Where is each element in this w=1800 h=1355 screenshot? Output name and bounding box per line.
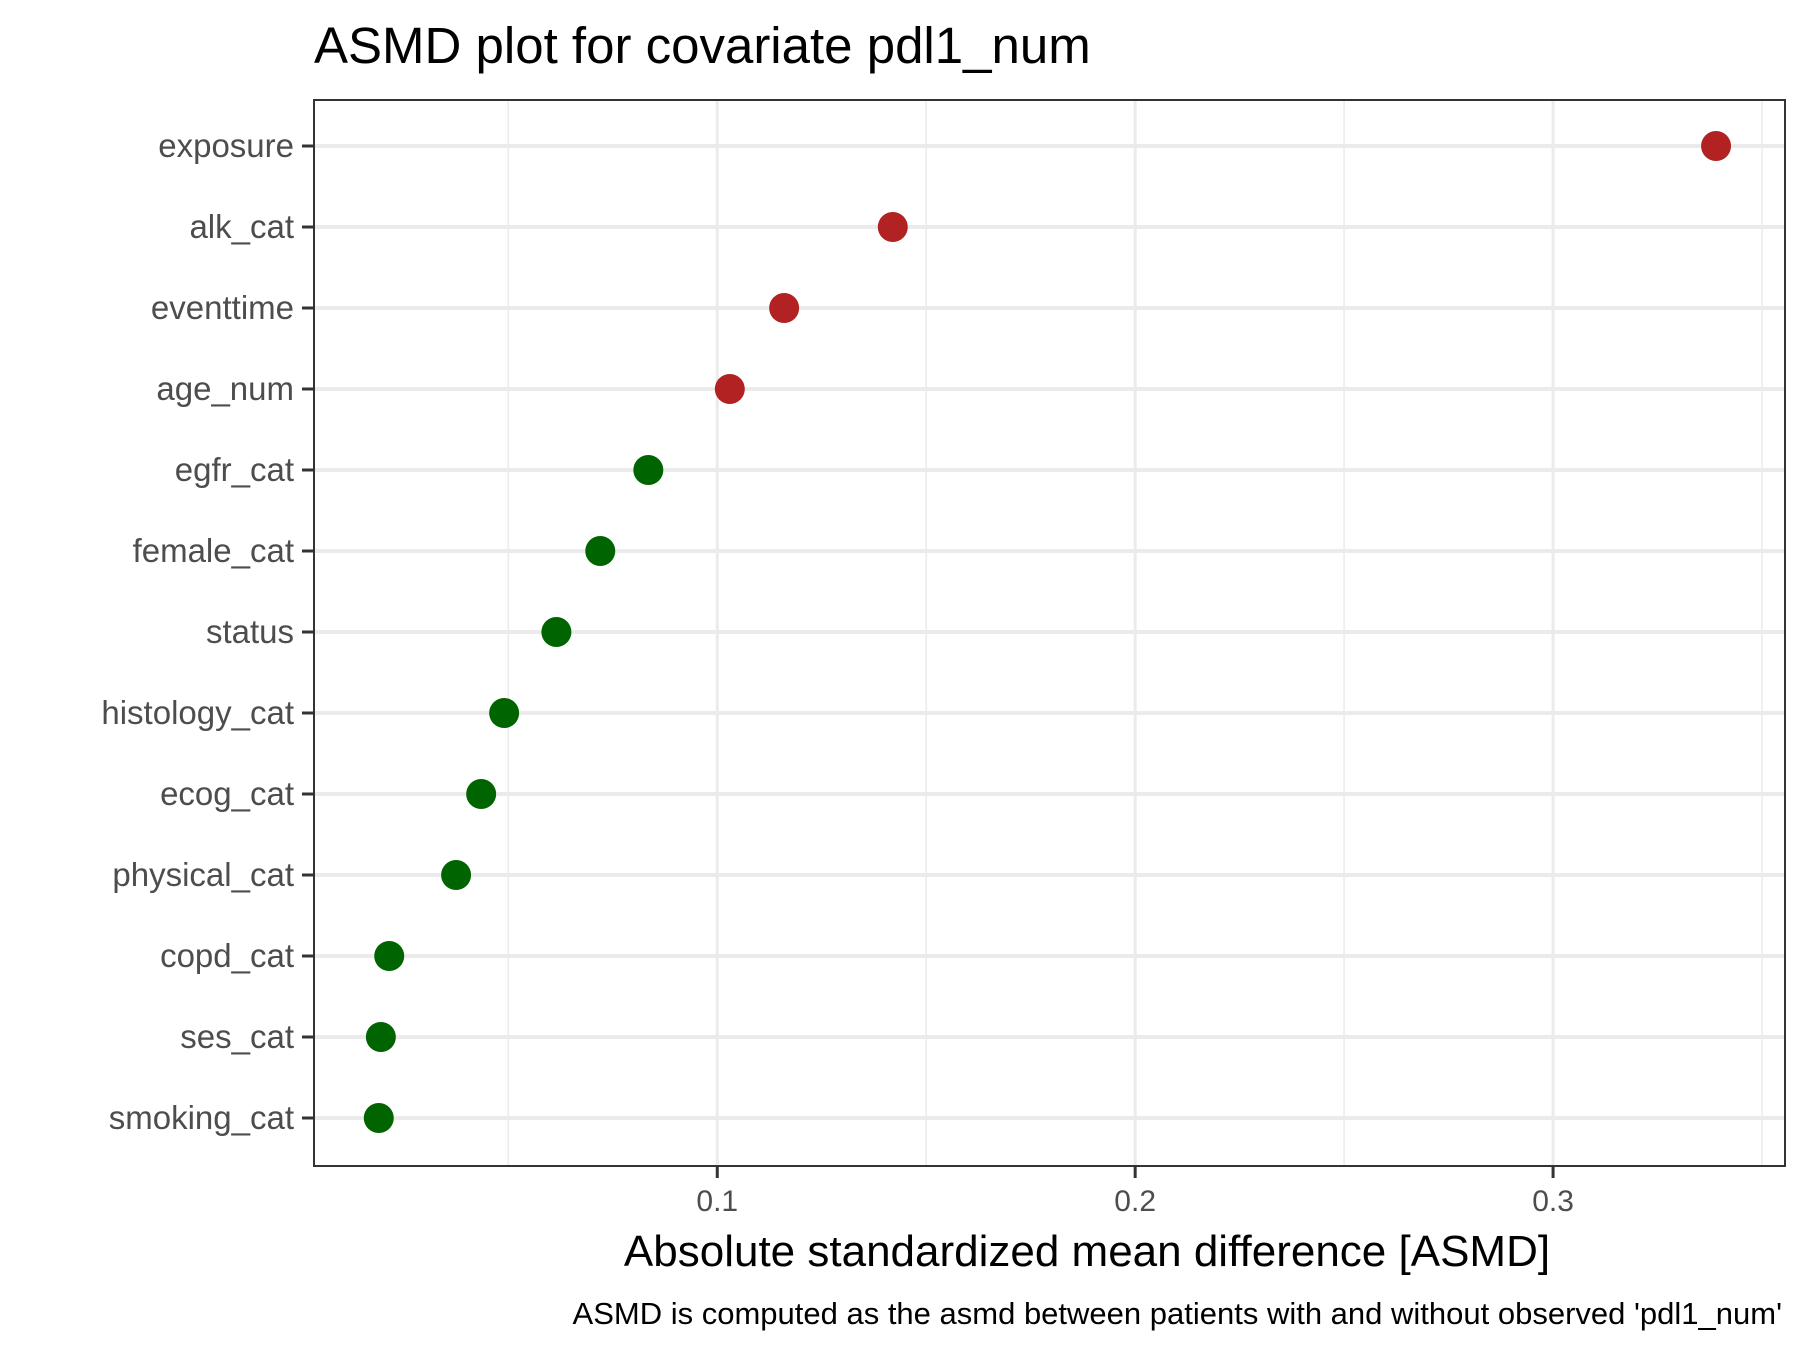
data-point-exposure [1701,131,1732,161]
y-tick-label: ses_cat [180,1018,294,1055]
y-tick-label: age_num [156,370,294,407]
y-tick-label: copd_cat [160,937,294,974]
data-point-status [541,617,572,647]
y-tick-label: ecog_cat [160,775,294,812]
y-tick-label: eventtime [151,289,294,326]
y-tick-label: alk_cat [189,208,294,245]
x-tick-label: 0.2 [1114,1185,1156,1218]
x-tick-label: 0.3 [1532,1185,1574,1218]
chart-title: ASMD plot for covariate pdl1_num [314,17,1091,74]
plot-area: exposure alk_cat eventtime age_num egfr_catf… [101,99,1786,1218]
data-point-age-num [714,374,745,404]
y-tick-label: physical_cat [112,856,294,893]
y-tick-label: egfr_cat [175,451,294,488]
data-point-smoking-cat [363,1103,394,1133]
data-point-alk-cat [877,212,908,242]
y-tick-label: status [206,613,294,650]
data-point-copd-cat [374,941,405,971]
data-point-ecog-cat [466,779,497,809]
data-point-ses-cat [365,1022,396,1052]
data-point-egfr-cat [633,455,664,485]
x-axis-label: Absolute standardized mean difference [A… [624,1227,1550,1276]
y-tick-label: exposure [158,127,294,164]
y-tick-label: smoking_cat [109,1099,294,1136]
chart-caption: ASMD is computed as the asmd between pat… [573,1296,1782,1331]
data-point-eventtime [769,293,800,323]
data-point-female-cat [585,536,616,566]
y-tick-label: female_cat [133,532,294,569]
x-tick-label: 0.1 [696,1185,738,1218]
y-tick-label: histology_cat [101,694,294,731]
data-point-physical-cat [441,860,472,890]
data-point-histology-cat [489,698,520,728]
